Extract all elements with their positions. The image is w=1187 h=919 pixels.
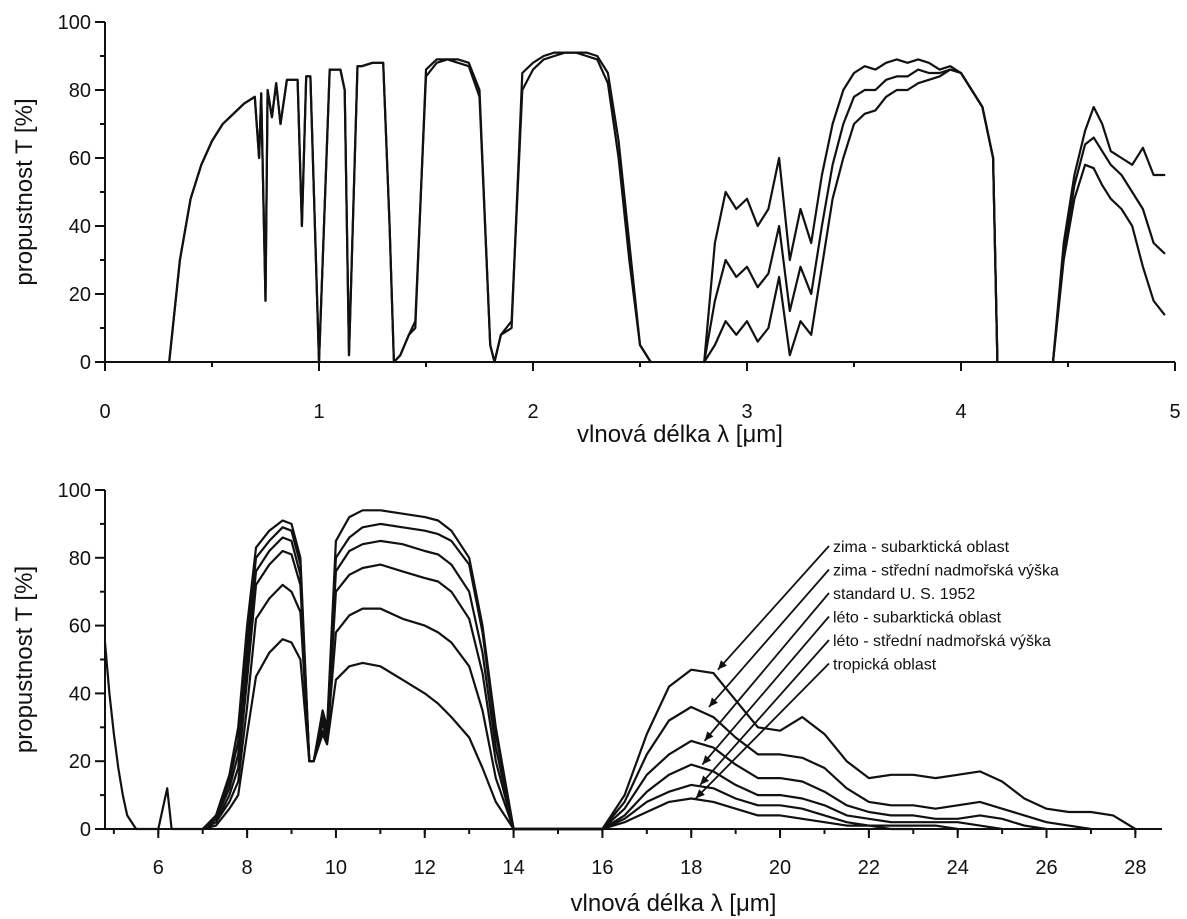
legend-arrow-4 — [701, 615, 830, 766]
legend-label-3: standard U. S. 1952 — [833, 586, 975, 603]
legend-arrow-5 — [699, 639, 830, 786]
y-tick-label: 60 — [69, 616, 91, 638]
y-tick-label: 0 — [80, 352, 91, 374]
y-tick-label: 60 — [69, 148, 91, 170]
series-line-8 — [1051, 163, 1166, 364]
y-axis-label: propustnost T [%] — [11, 566, 38, 753]
legend-arrow-2 — [708, 568, 830, 708]
series-line-1 — [168, 51, 652, 364]
y-tick-label: 0 — [80, 819, 91, 841]
series-line-6 — [201, 638, 915, 831]
y-tick-label: 100 — [58, 12, 91, 34]
y-axis-label: propustnost T [%] — [11, 98, 38, 285]
y-tick-label: 80 — [69, 80, 91, 102]
x-axis-label: vlnová délka λ [μm] — [577, 421, 783, 448]
x-tick-label: 10 — [325, 857, 347, 879]
x-tick-label: 12 — [414, 857, 436, 879]
x-tick-label: 28 — [1124, 857, 1146, 879]
series-line-3 — [703, 58, 999, 364]
chart-bottom: 0 20 40 60 80 100 6 8 10 12 14 16 18 20 22 24 26 28 vlnová… — [11, 480, 1162, 917]
legend-arrowhead-2 — [709, 697, 718, 707]
legend-label-5: léto - střední nadmořská výška — [833, 633, 1051, 650]
x-tick-label: 4 — [955, 401, 966, 423]
x-axis-label: vlnová délka λ [μm] — [571, 890, 777, 917]
series-line-3 — [201, 536, 1048, 831]
x-tick-label: 6 — [153, 857, 164, 879]
x-tick-label: 3 — [741, 401, 752, 423]
series-line-4 — [201, 549, 1004, 831]
legend-arrowhead-1 — [717, 660, 727, 670]
y-tick-label: 40 — [69, 216, 91, 238]
y-tick-label: 20 — [69, 284, 91, 306]
x-tick-label: 24 — [947, 857, 969, 879]
legend-arrowhead-3 — [704, 731, 714, 741]
x-tick-label: 22 — [858, 857, 880, 879]
x-tick-label: 16 — [591, 857, 613, 879]
y-tick-label: 80 — [69, 548, 91, 570]
legend-arrowhead-4 — [702, 755, 712, 765]
series-line-7 — [1051, 136, 1166, 364]
y-tick-label: 100 — [58, 480, 91, 502]
legend-label-6: tropická oblast — [833, 657, 937, 674]
series-line-2 — [168, 51, 652, 364]
legend-arrowhead-6 — [695, 789, 705, 799]
legend-arrowhead-5 — [700, 775, 710, 785]
series-line-5 — [201, 583, 959, 831]
legend-arrow-6 — [695, 662, 830, 800]
legend-label-1: zima - subarktická oblast — [833, 539, 1010, 556]
legend-label-4: léto - subarktická oblast — [833, 610, 1002, 627]
x-tick-label: 0 — [99, 401, 110, 423]
x-tick-label: 8 — [242, 857, 253, 879]
x-tick-label: 18 — [680, 857, 702, 879]
legend-arrow-1 — [717, 545, 830, 671]
legend-label-2: zima - střední nadmořská výška — [833, 563, 1059, 580]
x-tick-label: 1 — [313, 401, 324, 423]
x-tick-label: 26 — [1035, 857, 1057, 879]
x-tick-label: 2 — [527, 401, 538, 423]
x-tick-label: 20 — [769, 857, 791, 879]
series-line-1 — [103, 509, 1137, 831]
legend-arrow-3 — [703, 592, 830, 742]
series-line-2 — [201, 522, 1092, 831]
x-tick-label: 5 — [1169, 401, 1180, 423]
y-tick-label: 40 — [69, 683, 91, 705]
series-line-5 — [703, 68, 999, 364]
x-tick-label: 14 — [502, 857, 524, 879]
series-line-6 — [1051, 105, 1166, 364]
y-tick-label: 20 — [69, 751, 91, 773]
series-line-4 — [703, 68, 999, 364]
chart-top: 0 20 40 60 80 100 0 1 2 3 4 5 vlnová délka λ [μm] pro… — [11, 12, 1181, 448]
